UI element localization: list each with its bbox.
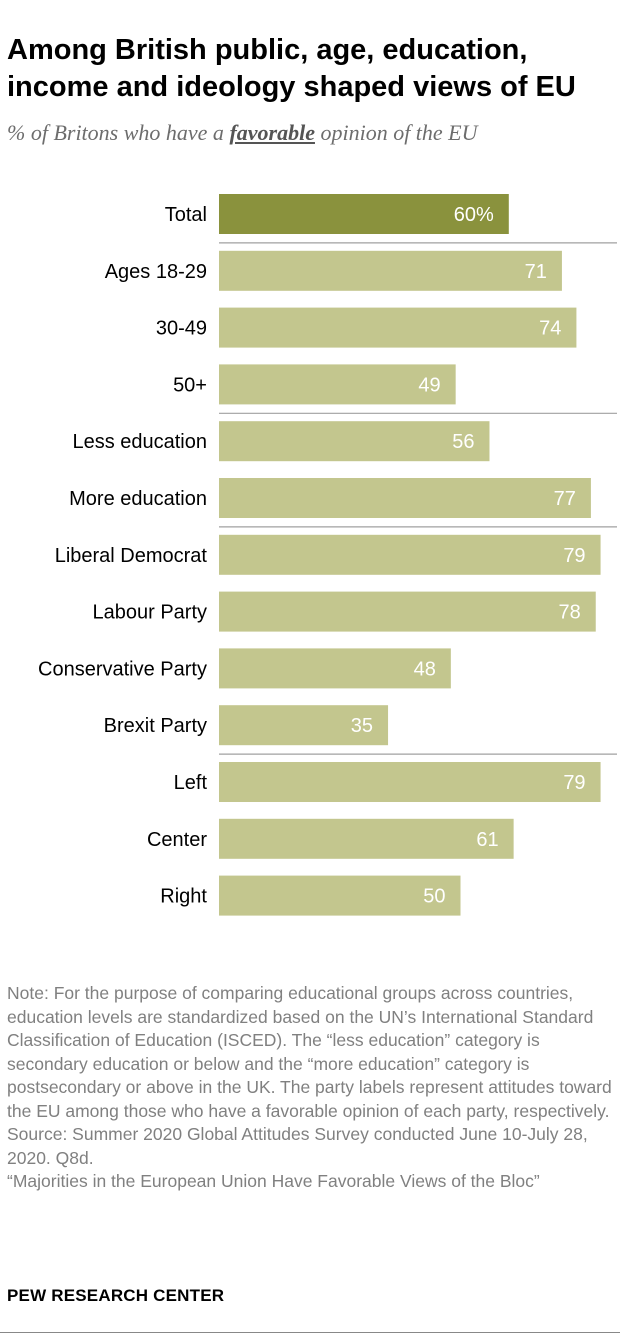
value-label-liberal-democrat: 79 bbox=[563, 545, 585, 567]
category-label-more-education: More education bbox=[69, 488, 207, 510]
bar-conservative-party bbox=[219, 648, 451, 689]
subtitle-emphasis: favorable bbox=[229, 120, 315, 145]
category-label-ages-18-29: Ages 18-29 bbox=[105, 261, 207, 283]
value-label-labour-party: 78 bbox=[558, 602, 580, 624]
value-label-ages-18-29: 71 bbox=[525, 261, 547, 283]
value-label-right: 50 bbox=[423, 886, 445, 908]
category-label-total: Total bbox=[165, 204, 207, 226]
value-label-total: 60% bbox=[454, 204, 494, 226]
category-label-brexit-party: Brexit Party bbox=[104, 715, 207, 737]
category-label-conservative-party: Conservative Party bbox=[38, 658, 207, 680]
chart-subtitle: % of Britons who have a favorable opinio… bbox=[7, 119, 613, 147]
value-label-50: 49 bbox=[418, 374, 440, 396]
subtitle-before: % of Britons who have a bbox=[7, 120, 230, 145]
chart-title: Among British public, age, education, in… bbox=[7, 34, 576, 103]
bar-less-education bbox=[219, 421, 490, 462]
report-title: “Majorities in the European Union Have F… bbox=[7, 1171, 540, 1191]
bar-liberal-democrat bbox=[219, 534, 601, 575]
value-label-conservative-party: 48 bbox=[414, 658, 436, 680]
value-label-left: 79 bbox=[563, 772, 585, 794]
bar-total bbox=[219, 194, 509, 234]
bar-more-education bbox=[219, 478, 591, 518]
bar-left bbox=[219, 762, 601, 802]
category-label-30-49: 30-49 bbox=[156, 318, 207, 340]
subtitle-after: opinion of the EU bbox=[314, 120, 478, 145]
value-label-brexit-party: 35 bbox=[351, 715, 373, 737]
bar-ages-18-29 bbox=[219, 250, 562, 291]
category-label-liberal-democrat: Liberal Democrat bbox=[55, 545, 208, 567]
chart-notes: Note: For the purpose of comparing educa… bbox=[7, 982, 613, 1194]
category-label-center: Center bbox=[147, 829, 207, 851]
category-label-left: Left bbox=[174, 772, 208, 794]
value-label-more-education: 77 bbox=[554, 488, 576, 510]
bar-labour-party bbox=[219, 591, 596, 632]
value-label-less-education: 56 bbox=[452, 431, 474, 453]
source-text: Source: Summer 2020 Global Attitudes Sur… bbox=[7, 1124, 588, 1168]
bar-chart: Total 60% Ages 18-29 71 30-49 74 50+ 49 Less edu… bbox=[38, 194, 617, 916]
note-text: Note: For the purpose of comparing educa… bbox=[7, 983, 612, 1121]
category-label-labour-party: Labour Party bbox=[92, 602, 207, 624]
value-label-center: 61 bbox=[476, 829, 498, 851]
category-label-right: Right bbox=[160, 886, 207, 908]
value-label-30-49: 74 bbox=[539, 318, 561, 340]
bar-center bbox=[219, 818, 514, 859]
bar-brexit-party bbox=[219, 705, 389, 746]
bar-30-49 bbox=[219, 307, 577, 348]
bar-50 bbox=[219, 364, 456, 405]
bottom-divider bbox=[0, 1332, 620, 1333]
org-name: PEW RESEARCH CENTER bbox=[7, 1286, 225, 1305]
bar-right bbox=[219, 875, 461, 916]
category-label-50: 50+ bbox=[173, 374, 207, 396]
category-label-less-education: Less education bbox=[72, 431, 207, 453]
